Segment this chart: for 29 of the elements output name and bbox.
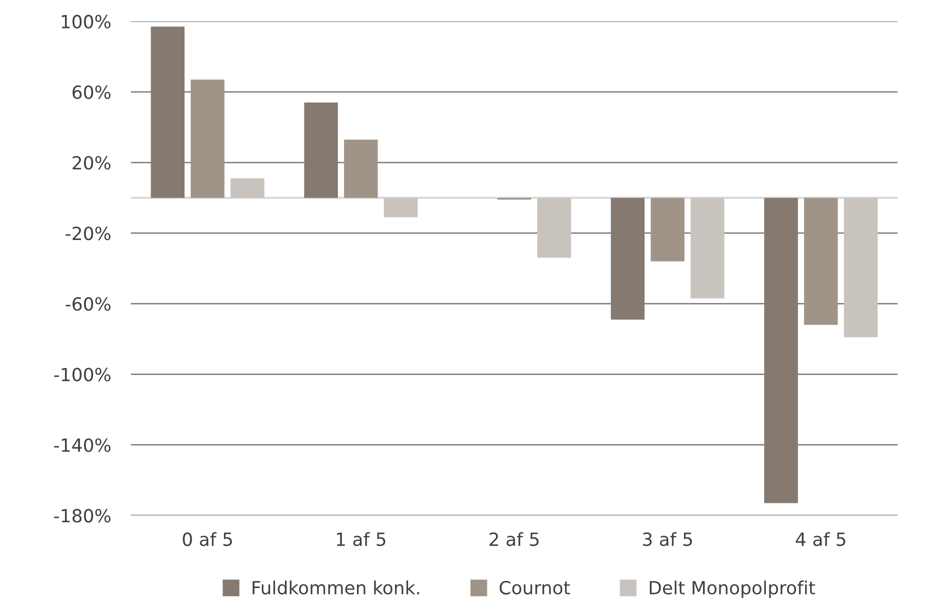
- bar: [844, 198, 878, 338]
- bar: [150, 26, 185, 198]
- x-tick-label: 3 af 5: [643, 532, 692, 546]
- y-tick-label: -100%: [54, 368, 110, 382]
- y-tick-label: -20%: [66, 226, 110, 240]
- bar: [230, 178, 264, 198]
- bar: [804, 198, 838, 325]
- x-tick-label: 0 af 5: [182, 532, 232, 546]
- y-tick-label: 20%: [72, 156, 110, 170]
- y-tick-label: -140%: [54, 438, 110, 452]
- y-tick-label: 100%: [62, 14, 110, 28]
- x-tick-label: 2 af 5: [490, 532, 539, 546]
- bar: [610, 198, 645, 320]
- bar: [190, 80, 224, 198]
- y-tick-label: 60%: [72, 85, 110, 100]
- legend-label: Fuldkommen konk.: [252, 580, 420, 595]
- y-tick-label: -60%: [66, 297, 110, 311]
- y-tick-label: -180%: [54, 508, 110, 523]
- x-tick-label: 1 af 5: [336, 532, 386, 546]
- bar: [344, 140, 378, 198]
- bar: [764, 198, 798, 504]
- legend-label: Cournot: [500, 580, 570, 595]
- bar: [650, 198, 684, 262]
- bar: [384, 198, 418, 218]
- bar: [690, 198, 724, 298]
- bar: [304, 102, 338, 198]
- x-tick-label: 4 af 5: [796, 532, 846, 546]
- legend-label: Delt Monopolprofit: [650, 580, 816, 598]
- bar: [537, 198, 571, 258]
